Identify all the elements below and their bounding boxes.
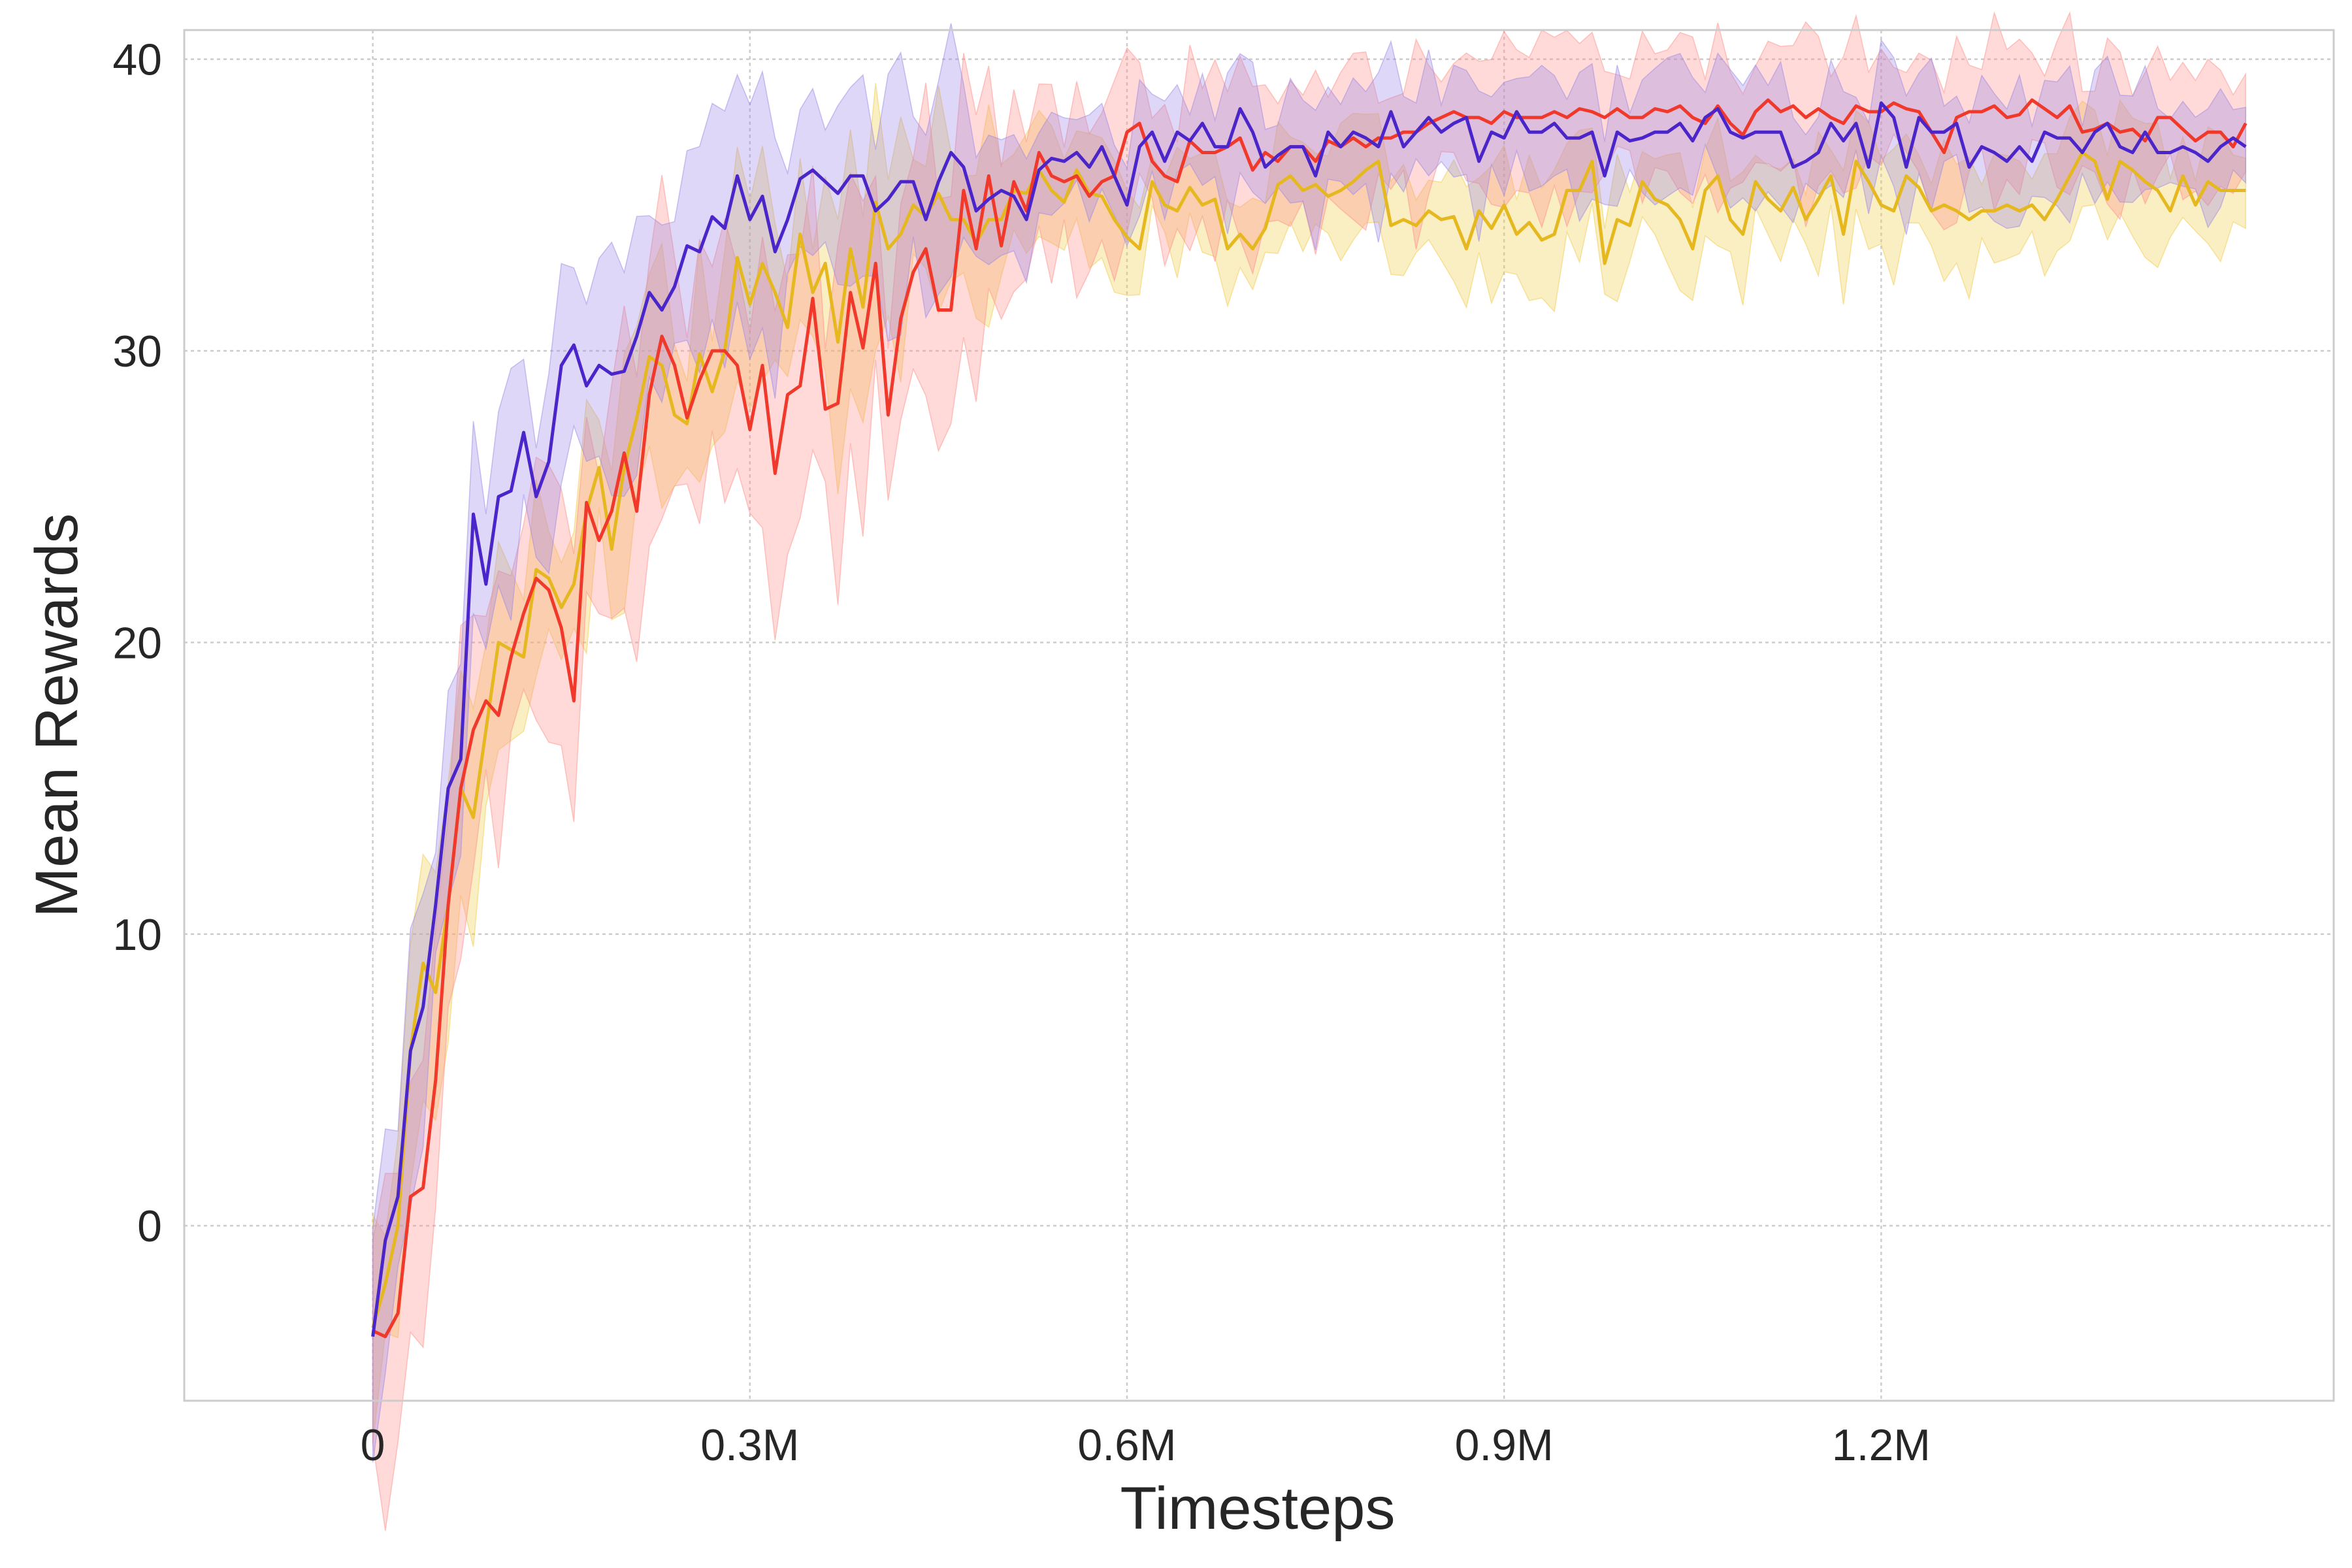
x-tick-label: 0.3M xyxy=(700,1420,799,1470)
y-tick-label: 20 xyxy=(112,618,162,668)
series-lines xyxy=(371,98,2247,1339)
y-tick-label: 10 xyxy=(112,910,162,960)
series-band-1 xyxy=(372,83,2247,1443)
x-tick-label: 0.6M xyxy=(1077,1420,1176,1470)
y-tick-label: 40 xyxy=(112,35,162,85)
series-band-3 xyxy=(372,23,2247,1463)
x-tick-label: 1.2M xyxy=(1832,1420,1931,1470)
series-line-2 xyxy=(372,98,2247,1339)
x-tick-label: 0.9M xyxy=(1455,1420,1554,1470)
x-tick-label: 0 xyxy=(361,1420,385,1470)
y-axis-label: Mean Rewards xyxy=(24,514,90,918)
series-line-1 xyxy=(371,151,2246,1329)
grid-layer xyxy=(184,30,2334,1401)
y-tick-label: 30 xyxy=(112,327,162,376)
confidence-bands xyxy=(372,10,2247,1531)
x-axis-label: Timesteps xyxy=(1120,1475,1396,1542)
series-line-3 xyxy=(371,101,2247,1337)
plot-frame xyxy=(183,29,2335,1402)
y-tick-labels: 0 10 20 30 40 xyxy=(112,35,162,1252)
x-tick-labels: 0 0.3M 0.6M 0.9M 1.2M xyxy=(361,1420,1931,1470)
y-tick-label: 0 xyxy=(137,1201,162,1251)
